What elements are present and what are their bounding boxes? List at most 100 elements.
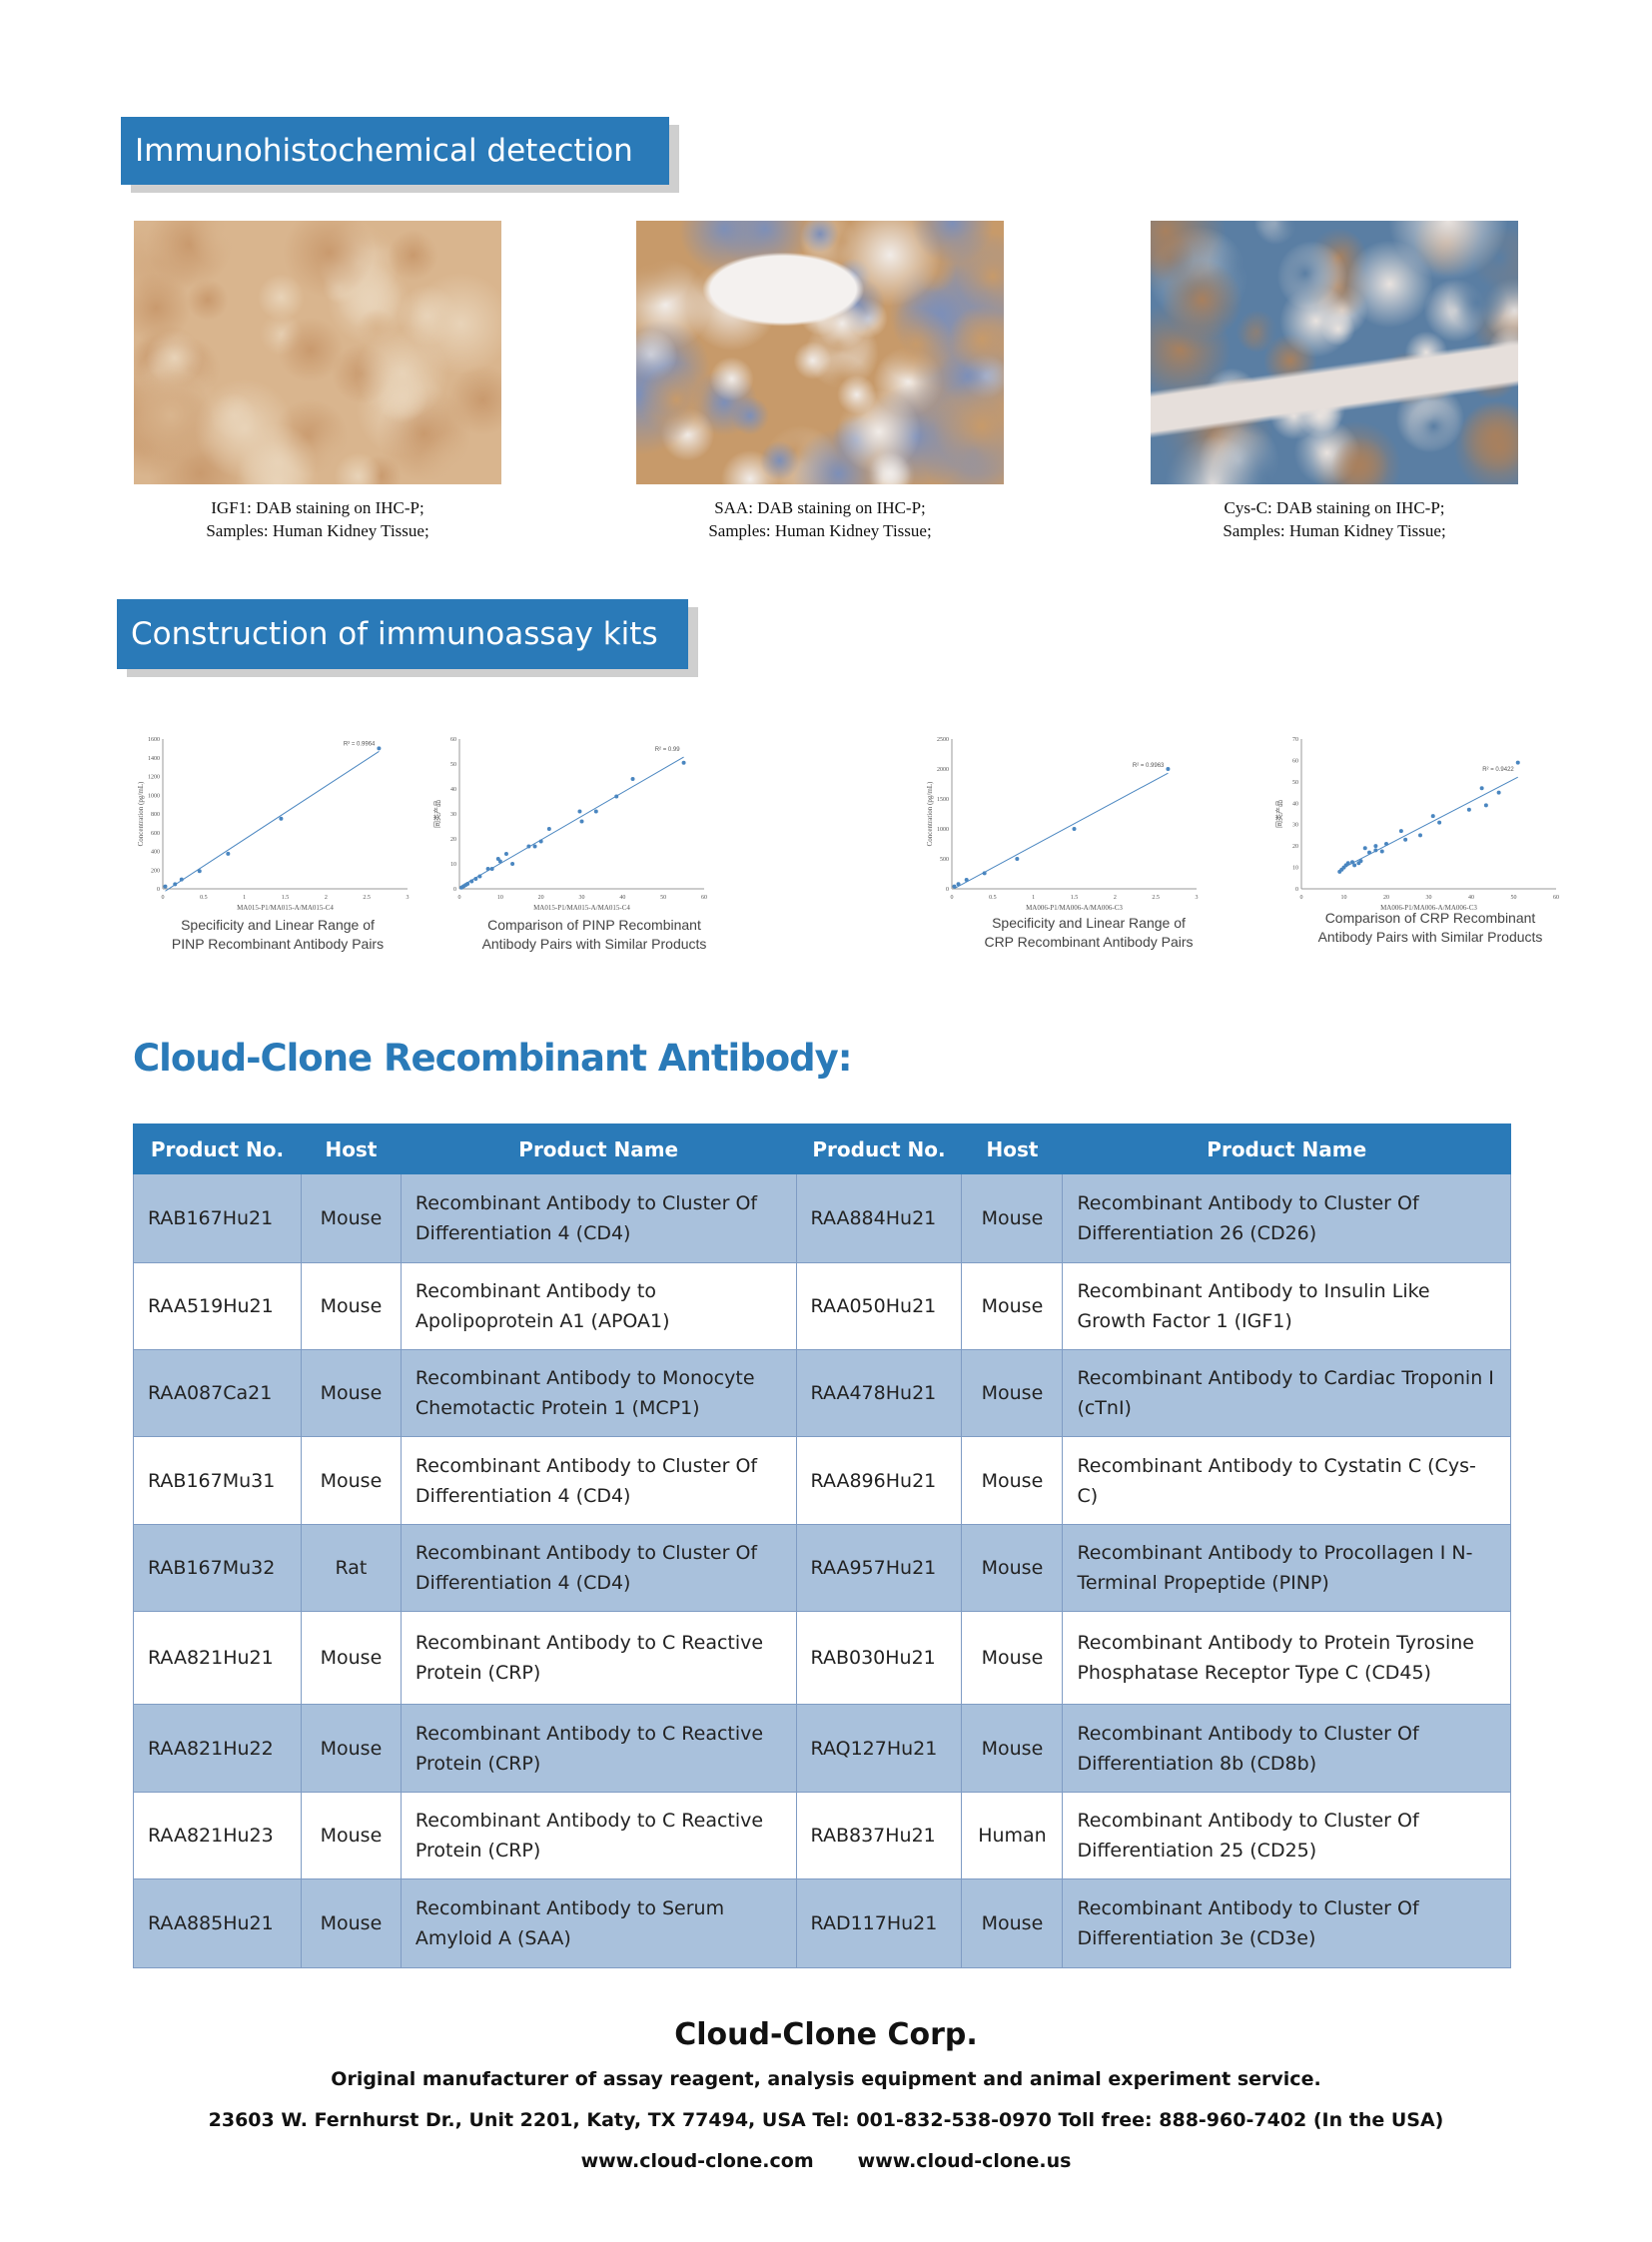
product-name-cell: Recombinant Antibody to Insulin Like Gro… bbox=[1062, 1262, 1511, 1350]
website-link[interactable]: www.cloud-clone.com bbox=[580, 2150, 814, 2172]
product-no-cell: RAA896Hu21 bbox=[795, 1436, 963, 1525]
product-name-cell: Recombinant Antibody to C Reactive Prote… bbox=[400, 1704, 797, 1793]
ihc-caption: Cys-C: DAB staining on IHC-P; Samples: Hu… bbox=[1125, 496, 1544, 542]
x-tick-label: 2 bbox=[1114, 895, 1117, 901]
column-header: Product No. bbox=[795, 1123, 963, 1174]
r-squared-label: R² = 0.9964 bbox=[344, 741, 376, 747]
data-point bbox=[532, 844, 537, 849]
host-cell: Mouse bbox=[300, 1262, 402, 1350]
caption-line: CRP Recombinant Antibody Pairs bbox=[984, 934, 1194, 950]
ihc-image-cysc bbox=[1151, 221, 1518, 484]
ihc-caption: SAA: DAB staining on IHC-P; Samples: Huma… bbox=[610, 496, 1030, 542]
column-header: Host bbox=[300, 1123, 402, 1174]
section-title: Construction of immunoassay kits bbox=[131, 616, 658, 652]
x-tick-label: 40 bbox=[619, 895, 625, 901]
data-point bbox=[1072, 827, 1077, 831]
data-point bbox=[197, 869, 202, 874]
x-tick-label: 1 bbox=[243, 895, 246, 901]
product-no-cell: RAA050Hu21 bbox=[795, 1262, 963, 1350]
footer-address: 23603 W. Fernhurst Dr., Unit 2201, Katy,… bbox=[208, 2109, 1444, 2131]
data-point bbox=[593, 809, 598, 814]
host-cell: Mouse bbox=[961, 1524, 1064, 1612]
data-point bbox=[497, 859, 502, 864]
column-header: Product Name bbox=[400, 1123, 797, 1174]
x-axis-label: MA006-P1/MA006-A/MA006-C3 bbox=[1026, 904, 1123, 912]
host-cell: Human bbox=[961, 1792, 1064, 1879]
footer-company: Cloud-Clone Corp. bbox=[674, 2017, 978, 2052]
x-tick-label: 50 bbox=[1511, 895, 1517, 901]
x-tick-label: 50 bbox=[660, 895, 666, 901]
data-point bbox=[469, 879, 474, 884]
table-row: RAA087Ca21 Mouse Recombinant Antibody to M… bbox=[133, 1349, 1511, 1437]
product-name-cell: Recombinant Antibody to Procollagen I N-… bbox=[1062, 1524, 1511, 1612]
x-tick-label: 3 bbox=[407, 895, 410, 901]
x-tick-label: 0 bbox=[1300, 895, 1303, 901]
data-point bbox=[1345, 861, 1350, 866]
data-point bbox=[377, 746, 382, 751]
host-cell: Mouse bbox=[961, 1436, 1064, 1525]
chart-caption: Comparison of PINP Recombinant Antibody P… bbox=[434, 916, 754, 954]
x-tick-label: 2.5 bbox=[1152, 895, 1160, 901]
data-point bbox=[279, 816, 284, 821]
data-point bbox=[681, 760, 686, 765]
data-point bbox=[1166, 767, 1171, 771]
data-point bbox=[503, 852, 508, 856]
data-point bbox=[1418, 833, 1422, 838]
product-name-cell: Recombinant Antibody to Cluster Of Diffe… bbox=[1062, 1878, 1511, 1968]
product-no-cell: RAA821Hu22 bbox=[133, 1704, 302, 1793]
section-title: Immunohistochemical detection bbox=[135, 133, 633, 169]
table-row: RAB167Mu31 Mouse Recombinant Antibody to C… bbox=[133, 1436, 1511, 1525]
x-tick-label: 60 bbox=[701, 895, 707, 901]
product-no-cell: RAA957Hu21 bbox=[795, 1524, 963, 1612]
x-tick-label: 20 bbox=[1383, 895, 1389, 901]
data-point bbox=[577, 809, 582, 814]
chart-pinp-comparison: 0 10 20 30 40 50 60 0 10 20 30 40 50 60 MA015-P1/MA015… bbox=[432, 737, 707, 912]
x-tick-label: 20 bbox=[538, 895, 544, 901]
chart-pinp-linear: 0 0.5 1 1.5 2 2.5 3 0 200 400 600 800 1000 1200 1400 16… bbox=[137, 737, 410, 912]
caption-line: Samples: Human Kidney Tissue; bbox=[1223, 521, 1446, 540]
data-point bbox=[1015, 857, 1020, 861]
x-tick-label: 10 bbox=[1341, 895, 1347, 901]
host-cell: Mouse bbox=[961, 1173, 1064, 1263]
caption-line: IGF1: DAB staining on IHC-P; bbox=[211, 498, 424, 517]
host-cell: Mouse bbox=[300, 1611, 402, 1705]
data-point bbox=[982, 871, 987, 876]
data-point bbox=[1379, 849, 1384, 854]
product-no-cell: RAB030Hu21 bbox=[795, 1611, 963, 1705]
table-header-row: Product No. Host Product Name Product No. Ho… bbox=[133, 1123, 1511, 1174]
caption-line: Specificity and Linear Range of bbox=[181, 917, 375, 933]
data-point bbox=[579, 819, 584, 824]
table-row: RAA821Hu21 Mouse Recombinant Antibody to C… bbox=[133, 1611, 1511, 1705]
product-no-cell: RAA087Ca21 bbox=[133, 1349, 302, 1437]
column-header: Product No. bbox=[133, 1123, 302, 1174]
product-name-cell: Recombinant Antibody to C Reactive Prote… bbox=[400, 1792, 797, 1879]
x-tick-label: 0 bbox=[951, 895, 954, 901]
product-no-cell: RAD117Hu21 bbox=[795, 1878, 963, 1968]
y-tick-label: 1000 bbox=[148, 793, 160, 799]
data-point bbox=[510, 862, 515, 866]
data-point bbox=[489, 867, 494, 871]
data-point bbox=[477, 874, 482, 879]
x-tick-label: 0.5 bbox=[200, 895, 208, 901]
y-tick-label: 1600 bbox=[148, 737, 160, 743]
x-tick-label: 1.5 bbox=[1071, 895, 1079, 901]
section-banner-kits: Construction of immunoassay kits bbox=[117, 599, 688, 669]
caption-line: Samples: Human Kidney Tissue; bbox=[206, 521, 429, 540]
data-point bbox=[473, 877, 478, 881]
data-point bbox=[1350, 860, 1354, 865]
product-no-cell: RAB167Hu21 bbox=[133, 1173, 302, 1263]
host-cell: Mouse bbox=[961, 1262, 1064, 1350]
trendline bbox=[460, 756, 684, 887]
x-axis-label: MA015-P1/MA015-A/MA015-C4 bbox=[237, 904, 334, 912]
x-tick-label: 40 bbox=[1468, 895, 1474, 901]
product-name-cell: Recombinant Antibody to Apolipoprotein A… bbox=[400, 1262, 797, 1350]
host-cell: Mouse bbox=[300, 1173, 402, 1263]
y-tick-label: 60 bbox=[450, 737, 456, 743]
r-squared-label: R² = 0.99 bbox=[655, 747, 681, 753]
data-point bbox=[1437, 820, 1442, 825]
data-point bbox=[964, 878, 969, 882]
website-link[interactable]: www.cloud-clone.us bbox=[857, 2150, 1072, 2172]
product-no-cell: RAA821Hu21 bbox=[133, 1611, 302, 1705]
y-axis-label: 同类产品 bbox=[432, 800, 441, 828]
